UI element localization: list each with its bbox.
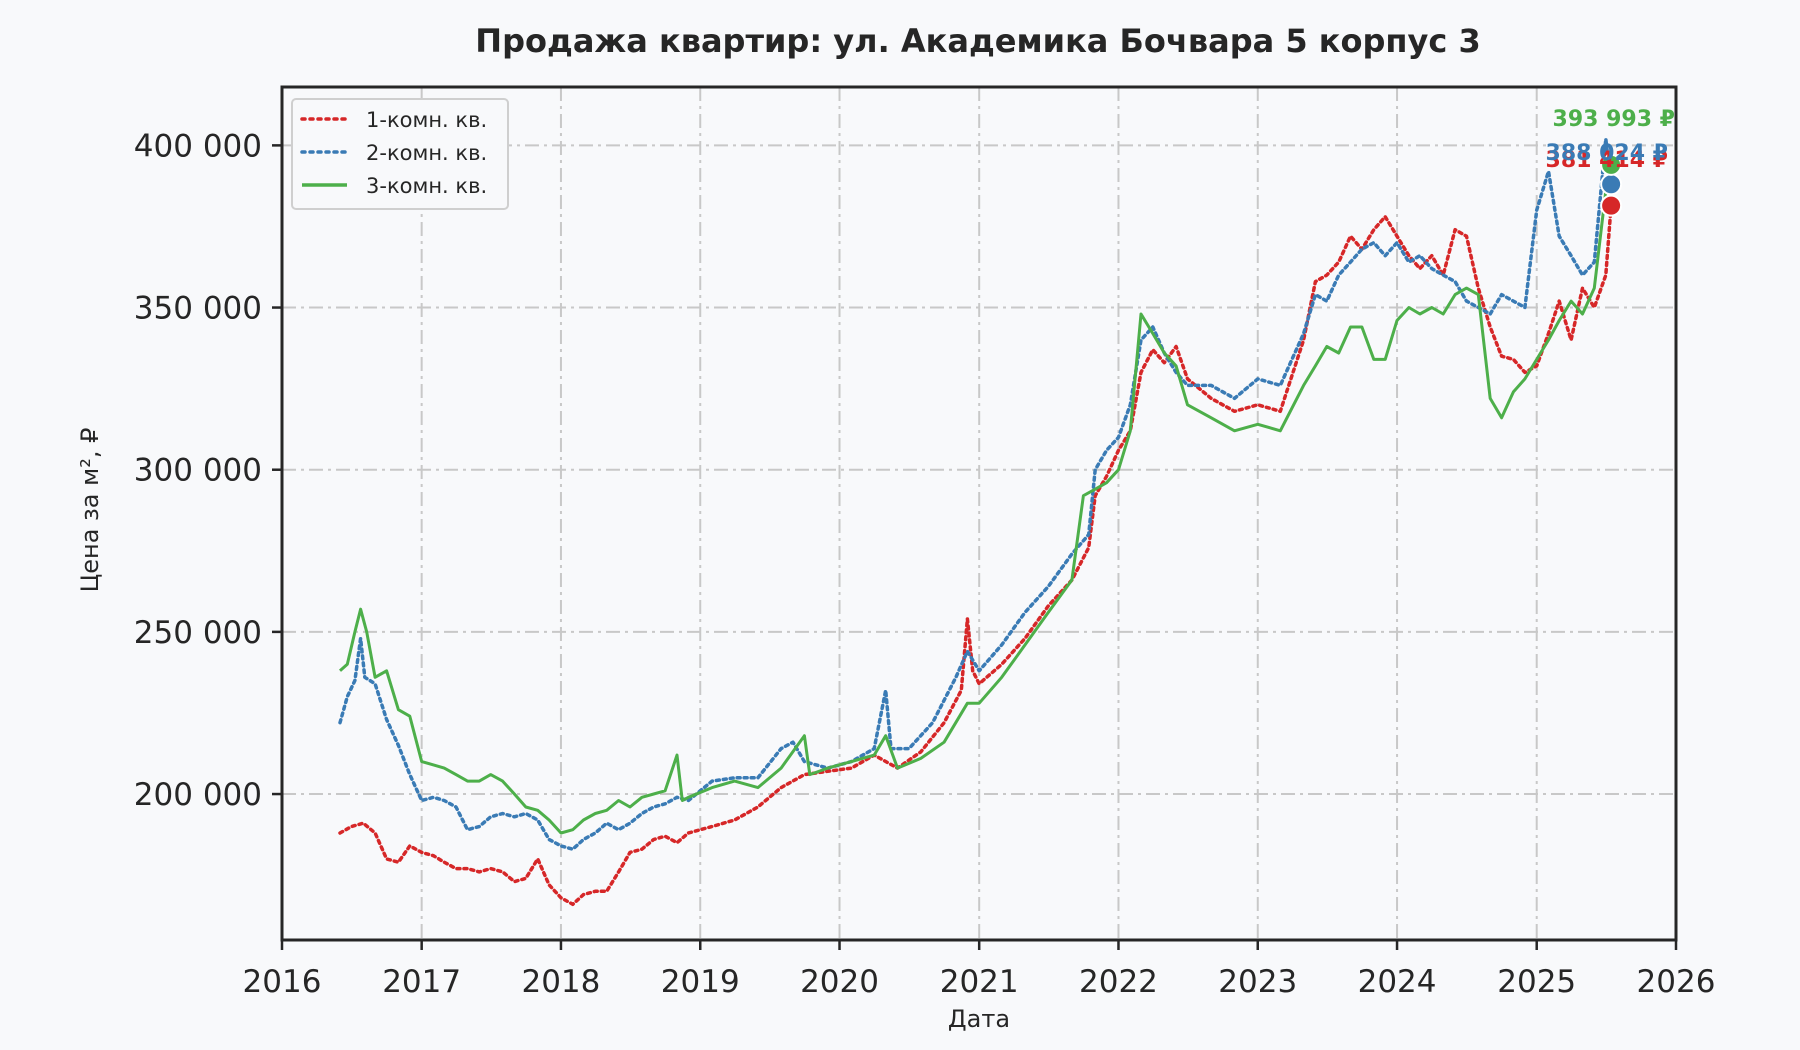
series-line-1 <box>338 203 1613 907</box>
end-value-label-1: 381 414 ₽ <box>1546 148 1668 173</box>
series-layer <box>338 137 1613 907</box>
end-marker-1 <box>1600 194 1623 217</box>
y-tick-label: 350 000 <box>134 291 262 327</box>
x-tick-label: 2021 <box>940 964 1019 1000</box>
y-tick-label: 250 000 <box>134 615 262 651</box>
legend-label-3: 3-комн. кв. <box>366 174 487 198</box>
legend-label-2: 2-комн. кв. <box>366 141 487 165</box>
x-tick-label: 2022 <box>1079 964 1158 1000</box>
y-axis-label: Цена за м², ₽ <box>76 428 104 593</box>
end-marker-3 <box>1600 153 1623 176</box>
end-value-label-3: 393 993 ₽ <box>1553 107 1675 132</box>
end-markers: 381 414 ₽388 024 ₽ 393 993 ₽ <box>1546 107 1675 217</box>
legend-label-1: 1-комн. кв. <box>366 108 487 132</box>
chart-title: Продажа квартир: ул. Академика Бочвара 5… <box>475 22 1480 60</box>
end-marker-2 <box>1600 173 1623 196</box>
x-tick-label: 2016 <box>243 964 322 1000</box>
series-line-3 <box>339 164 1613 835</box>
x-tick-label: 2018 <box>521 964 600 1000</box>
y-tick-label: 200 000 <box>134 777 262 813</box>
x-tick-label: 2023 <box>1218 964 1297 1000</box>
x-tick-label: 2020 <box>800 964 879 1000</box>
end-value-label-2: 388 024 ₽ <box>1546 141 1668 166</box>
x-axis-label: Дата <box>948 1005 1010 1033</box>
x-tick-label: 2017 <box>382 964 461 1000</box>
legend-box <box>291 98 509 210</box>
x-tick-label: 2024 <box>1358 964 1437 1000</box>
x-tick-label: 2026 <box>1637 964 1716 1000</box>
legend: 1-комн. кв. 2-комн. кв. 3-комн. кв. <box>291 98 509 210</box>
axis-ticks: 2016 2017 2018 2019 2020 2021 2022 2023 2024 2025… <box>134 128 1716 1000</box>
x-tick-label: 2025 <box>1497 964 1576 1000</box>
y-tick-label: 300 000 <box>134 453 262 489</box>
y-tick-label: 400 000 <box>134 128 262 164</box>
x-tick-label: 2019 <box>661 964 740 1000</box>
series-line-2 <box>338 137 1613 851</box>
